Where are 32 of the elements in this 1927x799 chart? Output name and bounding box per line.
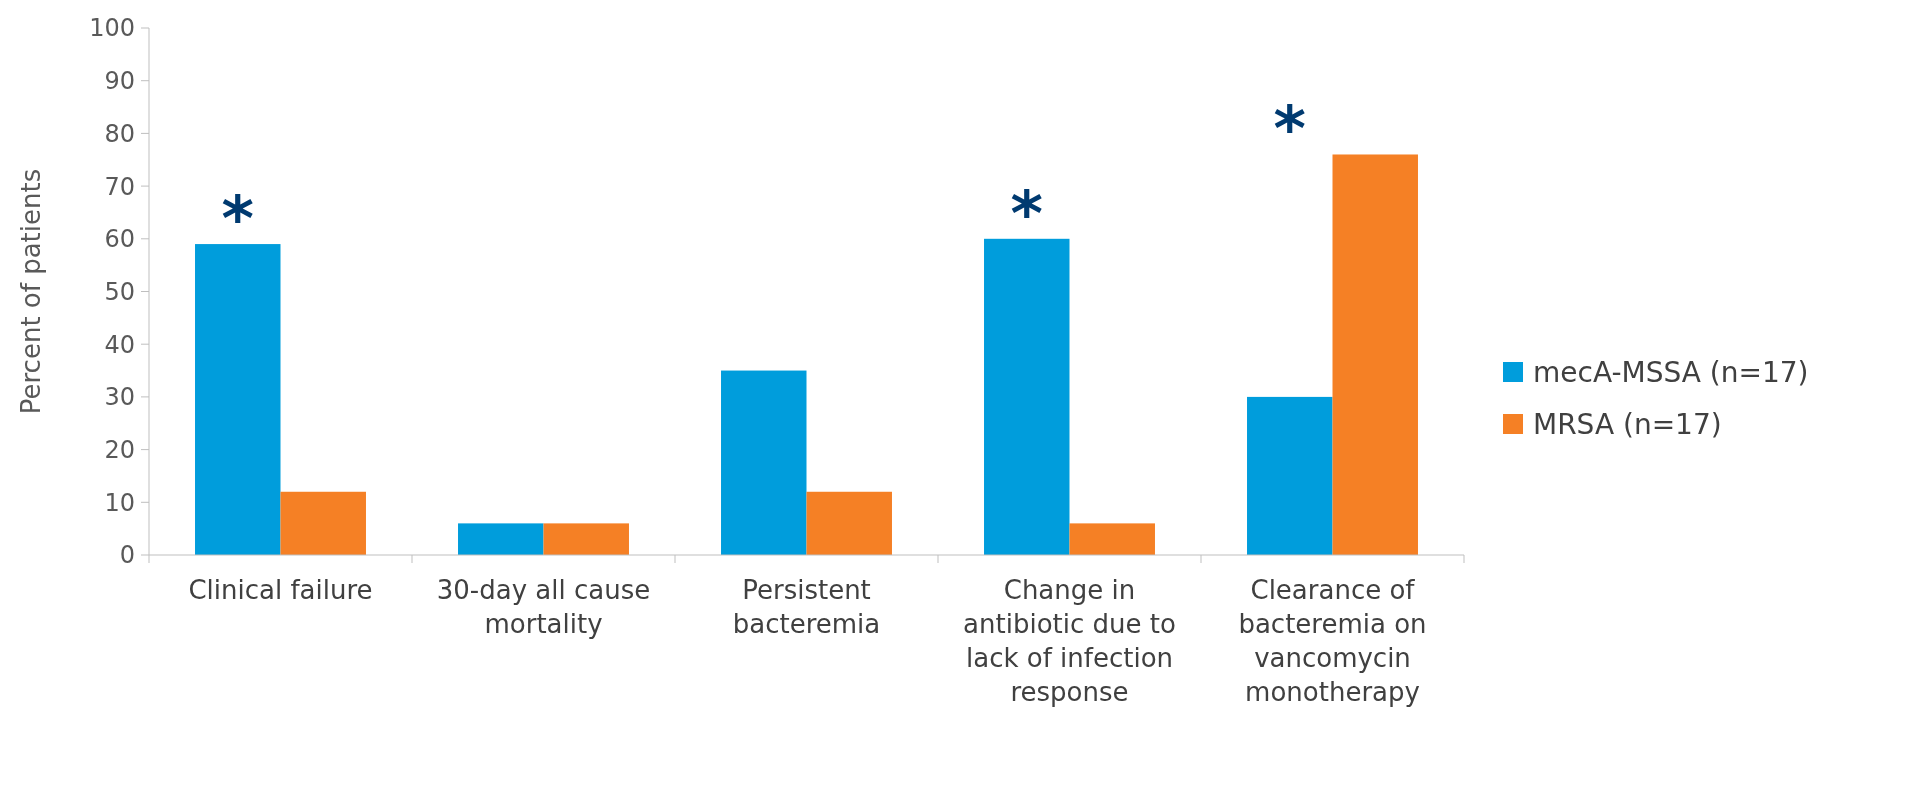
annotation: * bbox=[1273, 92, 1306, 166]
annotation: * bbox=[1010, 176, 1043, 250]
y-tick-label: 40 bbox=[104, 330, 135, 359]
y-tick-label: 10 bbox=[104, 488, 135, 517]
y-tick-label: 0 bbox=[119, 541, 135, 570]
y-axis-title: Percent of patients bbox=[16, 168, 46, 415]
bar bbox=[721, 370, 807, 555]
y-tick-label: 60 bbox=[104, 225, 135, 254]
bar bbox=[458, 523, 544, 555]
bar bbox=[543, 523, 629, 555]
bar bbox=[806, 491, 892, 555]
y-tick-label: 50 bbox=[104, 277, 135, 306]
x-tick-label: Change in antibiotic due to lack of infection response bbox=[963, 575, 1176, 707]
bar bbox=[1332, 154, 1418, 555]
x-tick-label: Persistent bacteremia bbox=[732, 575, 881, 639]
x-tick-label: Clinical failure bbox=[188, 575, 373, 605]
annotation: * bbox=[221, 182, 254, 256]
y-tick-label: 100 bbox=[89, 14, 135, 43]
bar bbox=[984, 238, 1070, 555]
x-tick-label: 30-day all cause mortality bbox=[436, 575, 651, 639]
y-tick-label: 80 bbox=[104, 119, 135, 148]
bar bbox=[1069, 523, 1155, 555]
x-tick-label: Clearance of bacteremia on vancomycin monotherapy bbox=[1238, 575, 1427, 707]
bar bbox=[280, 491, 366, 555]
y-tick-label: 70 bbox=[104, 172, 135, 201]
legend-label: mecA-MSSA (n=17) bbox=[1533, 355, 1809, 389]
legend-label: MRSA (n=17) bbox=[1533, 407, 1722, 441]
y-tick-label: 20 bbox=[104, 436, 135, 464]
bar bbox=[1247, 396, 1333, 555]
bar bbox=[195, 244, 281, 555]
y-tick-label: 30 bbox=[104, 383, 135, 412]
y-tick-label: 90 bbox=[104, 67, 135, 96]
